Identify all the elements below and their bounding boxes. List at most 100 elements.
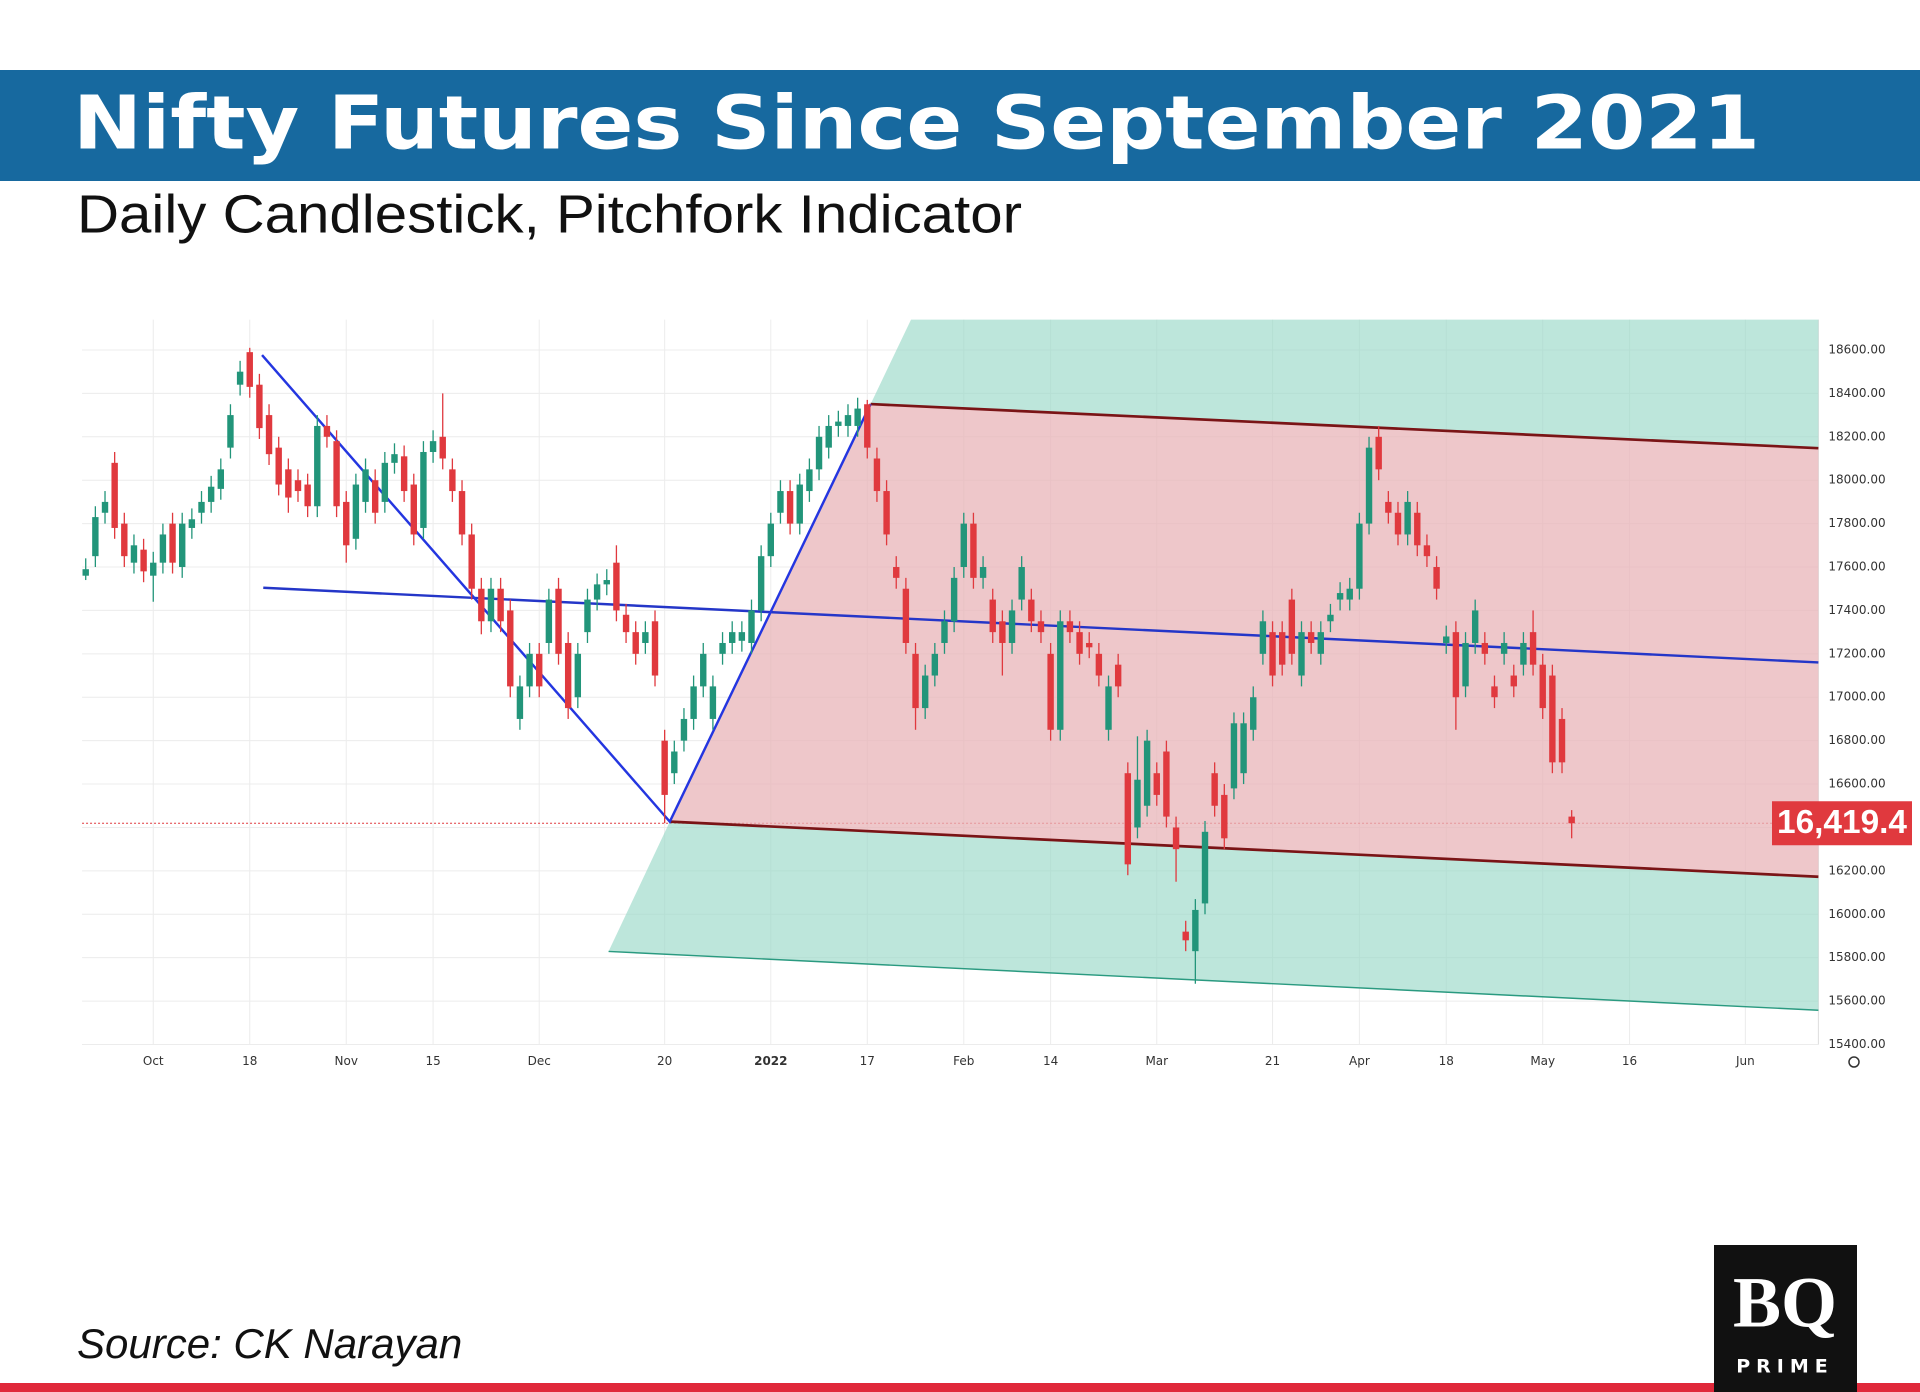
candle-body	[999, 621, 1006, 643]
candle-body	[246, 352, 253, 387]
candle-body	[458, 491, 466, 535]
candle-body	[941, 621, 948, 643]
candle-body	[1211, 773, 1218, 806]
candle-body	[1076, 632, 1083, 654]
candle-body	[1510, 675, 1517, 687]
candle-body	[1105, 686, 1112, 730]
x-tick-label: 18	[242, 1054, 257, 1068]
candle-body	[1259, 621, 1267, 654]
pitchfork-zone	[870, 319, 1819, 449]
candle-body	[642, 632, 649, 643]
x-tick-label: Dec	[528, 1054, 551, 1068]
candle-body	[420, 451, 427, 528]
candle-body	[343, 501, 350, 546]
logo-subtext: PRIME	[1736, 1356, 1834, 1378]
y-tick-label: 17200.00	[1828, 646, 1885, 660]
candle-body	[323, 425, 331, 437]
candle-body	[478, 588, 485, 622]
pitchfork-tine	[870, 402, 1819, 450]
header-bar	[0, 70, 1920, 181]
candle-body	[121, 523, 128, 557]
candle-body	[352, 484, 360, 539]
x-tick-label: 17	[860, 1054, 875, 1068]
y-tick-label: 16600.00	[1828, 777, 1885, 791]
settings-icon[interactable]	[1848, 1056, 1860, 1068]
candle-body	[1423, 545, 1431, 557]
candle-body	[1008, 610, 1016, 643]
candle-body	[1568, 816, 1575, 824]
candle-body	[169, 523, 176, 563]
candle-body	[217, 469, 225, 489]
candle-body	[265, 415, 273, 455]
title: Nifty Futures Since September 2021	[73, 81, 1760, 167]
y-tick-label: 18400.00	[1828, 386, 1885, 400]
candle-body	[1365, 447, 1373, 524]
candle-body	[555, 588, 562, 654]
candle-body	[526, 653, 533, 687]
candle-body	[825, 425, 832, 448]
candle-body	[902, 588, 910, 643]
candle-body	[1462, 642, 1469, 687]
x-tick-label: 20	[657, 1054, 672, 1068]
candle-body	[786, 491, 794, 524]
candle-body	[1028, 599, 1035, 622]
candle-body	[661, 740, 668, 795]
candle-body	[680, 718, 688, 741]
y-tick-label: 18200.00	[1828, 429, 1885, 443]
x-tick-label: 2022	[754, 1054, 787, 1068]
candle-body	[835, 421, 842, 426]
candle-body	[700, 653, 707, 687]
candle-body	[883, 491, 890, 535]
x-tick-label: 14	[1043, 1054, 1058, 1068]
subtitle: Daily Candlestick, Pitchfork Indicator	[77, 184, 1022, 244]
candle-body	[632, 632, 639, 654]
candle-body	[1250, 697, 1257, 730]
candle-body	[1385, 501, 1392, 513]
candle-body	[256, 384, 263, 429]
candle-body	[1452, 632, 1460, 698]
candle-body	[1153, 773, 1160, 795]
candle-body	[950, 577, 958, 622]
candle-body	[864, 404, 871, 448]
candle-body	[400, 456, 408, 492]
candle-body	[1288, 599, 1296, 654]
candle-body	[159, 534, 167, 563]
candle-body	[603, 580, 610, 585]
candle-body	[1336, 593, 1344, 600]
candle-body	[1500, 642, 1508, 654]
candle-body	[931, 653, 939, 676]
candle-body	[1037, 621, 1045, 633]
candle-body	[1375, 436, 1382, 470]
candle-body	[921, 675, 929, 709]
candle-body	[1047, 653, 1054, 730]
pitchfork-tine	[669, 820, 1819, 879]
candle-body	[1018, 567, 1025, 600]
candle-body	[410, 484, 417, 535]
candle-body	[815, 436, 823, 470]
candle-body	[738, 632, 746, 641]
candle-body	[1066, 621, 1074, 633]
footer-line	[0, 1383, 1920, 1392]
candles	[82, 347, 1575, 984]
candle-body	[564, 642, 572, 709]
candle-body	[844, 415, 852, 426]
candle-body	[1414, 512, 1421, 546]
y-tick-label: 15800.00	[1828, 950, 1885, 964]
candle-body	[188, 519, 196, 528]
candle-body	[333, 441, 340, 507]
candle-body	[1134, 779, 1141, 828]
candle-body	[362, 469, 369, 502]
candle-body	[497, 588, 504, 622]
candle-body	[468, 534, 475, 589]
candle-body	[1057, 621, 1064, 730]
candle-body	[1317, 632, 1324, 654]
candle-body	[207, 486, 215, 502]
candle-body	[487, 588, 495, 622]
y-tick-label: 18600.00	[1828, 342, 1885, 356]
candle-body	[1443, 636, 1450, 643]
candle-body	[1404, 501, 1411, 535]
candle-body	[1192, 909, 1199, 952]
last-price-box	[1772, 801, 1912, 846]
candle-body	[1520, 642, 1527, 665]
candle-body	[1086, 642, 1093, 648]
